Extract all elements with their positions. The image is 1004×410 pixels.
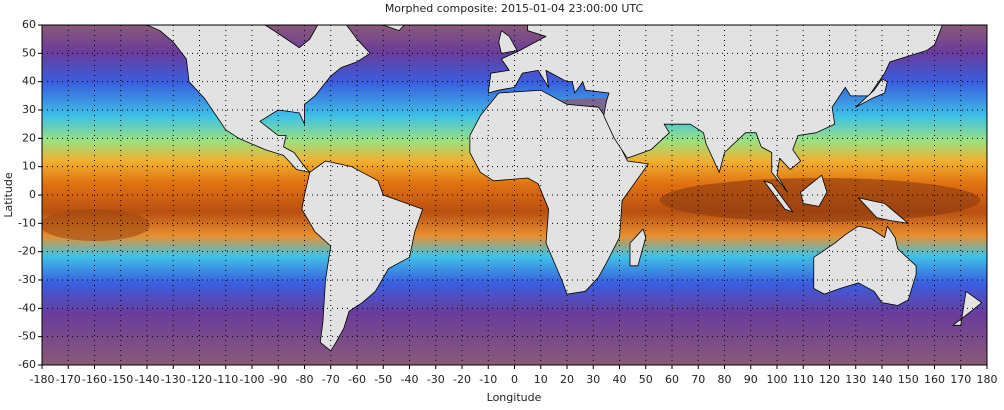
y-tick-label: -40: [18, 301, 36, 314]
x-tick-label: 80: [718, 373, 732, 386]
x-axis-label: Longitude: [487, 391, 542, 404]
sumatra: [764, 181, 793, 212]
moist-region: [42, 209, 150, 241]
x-tick-label: -100: [240, 373, 265, 386]
x-tick-label: 130: [845, 373, 866, 386]
x-tick-label: 10: [534, 373, 548, 386]
south-america: [302, 161, 423, 351]
x-tick-label: 50: [639, 373, 653, 386]
x-tick-label: 140: [872, 373, 893, 386]
x-tick-label: -170: [56, 373, 81, 386]
y-tick-label: 0: [29, 188, 36, 201]
y-axis-label: Latitude: [2, 172, 15, 218]
x-tick-label: 30: [586, 373, 600, 386]
x-tick-label: -70: [322, 373, 340, 386]
x-tick-label: -50: [374, 373, 392, 386]
y-tick-label: -10: [18, 216, 36, 229]
y-tick-label: 40: [22, 75, 36, 88]
x-tick-label: -180: [30, 373, 55, 386]
y-tick-label: 30: [22, 103, 36, 116]
new-guinea: [858, 198, 908, 223]
x-tick-label: -150: [108, 373, 133, 386]
x-tick-label: -20: [453, 373, 471, 386]
x-tick-label: 160: [924, 373, 945, 386]
x-tick-label: -10: [479, 373, 497, 386]
y-tick-label: 10: [22, 160, 36, 173]
x-tick-label: 100: [767, 373, 788, 386]
x-tick-label: -110: [213, 373, 238, 386]
x-tick-label: 120: [819, 373, 840, 386]
x-tick-label: -160: [82, 373, 107, 386]
x-tick-label: 110: [793, 373, 814, 386]
x-tick-label: 180: [977, 373, 998, 386]
grid: [41, 24, 988, 366]
x-tick-label: 60: [665, 373, 679, 386]
x-tick-label: -90: [269, 373, 287, 386]
y-tick-label: -50: [18, 330, 36, 343]
africa: [470, 90, 649, 294]
y-tick-label: -60: [18, 358, 36, 371]
y-tick-label: 50: [22, 46, 36, 59]
x-tick-label: -30: [427, 373, 445, 386]
y-tick-label: -20: [18, 245, 36, 258]
x-tick-label: 150: [898, 373, 919, 386]
borneo: [801, 175, 827, 206]
x-tick-label: -130: [161, 373, 186, 386]
x-tick-label: 40: [613, 373, 627, 386]
x-tick-label: 170: [950, 373, 971, 386]
australia: [814, 226, 916, 305]
y-tick-label: -30: [18, 273, 36, 286]
continents: [74, 25, 987, 351]
x-tick-label: -120: [187, 373, 212, 386]
madagascar: [630, 229, 646, 266]
y-tick-label: 20: [22, 131, 36, 144]
x-tick-label: -60: [348, 373, 366, 386]
x-tick-label: 0: [511, 373, 518, 386]
x-tick-label: -40: [401, 373, 419, 386]
y-tick-label: 60: [22, 18, 36, 31]
x-tick-label: 70: [691, 373, 705, 386]
x-tick-label: -140: [135, 373, 160, 386]
map-title: Morphed composite: 2015-01-04 23:00:00 U…: [385, 2, 644, 15]
x-tick-label: 90: [744, 373, 758, 386]
x-tick-label: -80: [296, 373, 314, 386]
x-tick-label: 20: [560, 373, 574, 386]
